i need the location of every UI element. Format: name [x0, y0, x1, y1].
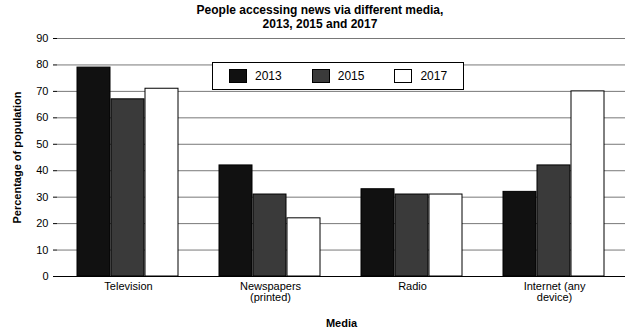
svg-text:90: 90 [36, 32, 48, 44]
svg-text:Newspapers(printed): Newspapers(printed) [240, 280, 302, 303]
svg-text:40: 40 [36, 164, 48, 176]
svg-text:10: 10 [36, 244, 48, 256]
svg-text:50: 50 [36, 138, 48, 150]
svg-text:Television: Television [104, 280, 152, 292]
svg-text:70: 70 [36, 85, 48, 97]
html-text:People accessing news via diff: People accessing news via different medi… [196, 3, 444, 31]
svg-text:Internet (anydevice): Internet (anydevice) [524, 280, 586, 303]
svg-text:Radio: Radio [398, 280, 427, 292]
svg-text:Percentage of population: Percentage of population [11, 91, 23, 223]
svg-text:0: 0 [42, 270, 48, 282]
html-text:2013: 2013 [255, 69, 282, 83]
svg-text:80: 80 [36, 58, 48, 70]
html-text:2017: 2017 [420, 69, 448, 83]
svg-text:20: 20 [36, 217, 48, 229]
svg-text:Media: Media [326, 317, 358, 329]
svg-text:30: 30 [36, 191, 48, 203]
svg-text:60: 60 [36, 111, 48, 123]
html-text:2015: 2015 [337, 69, 365, 83]
